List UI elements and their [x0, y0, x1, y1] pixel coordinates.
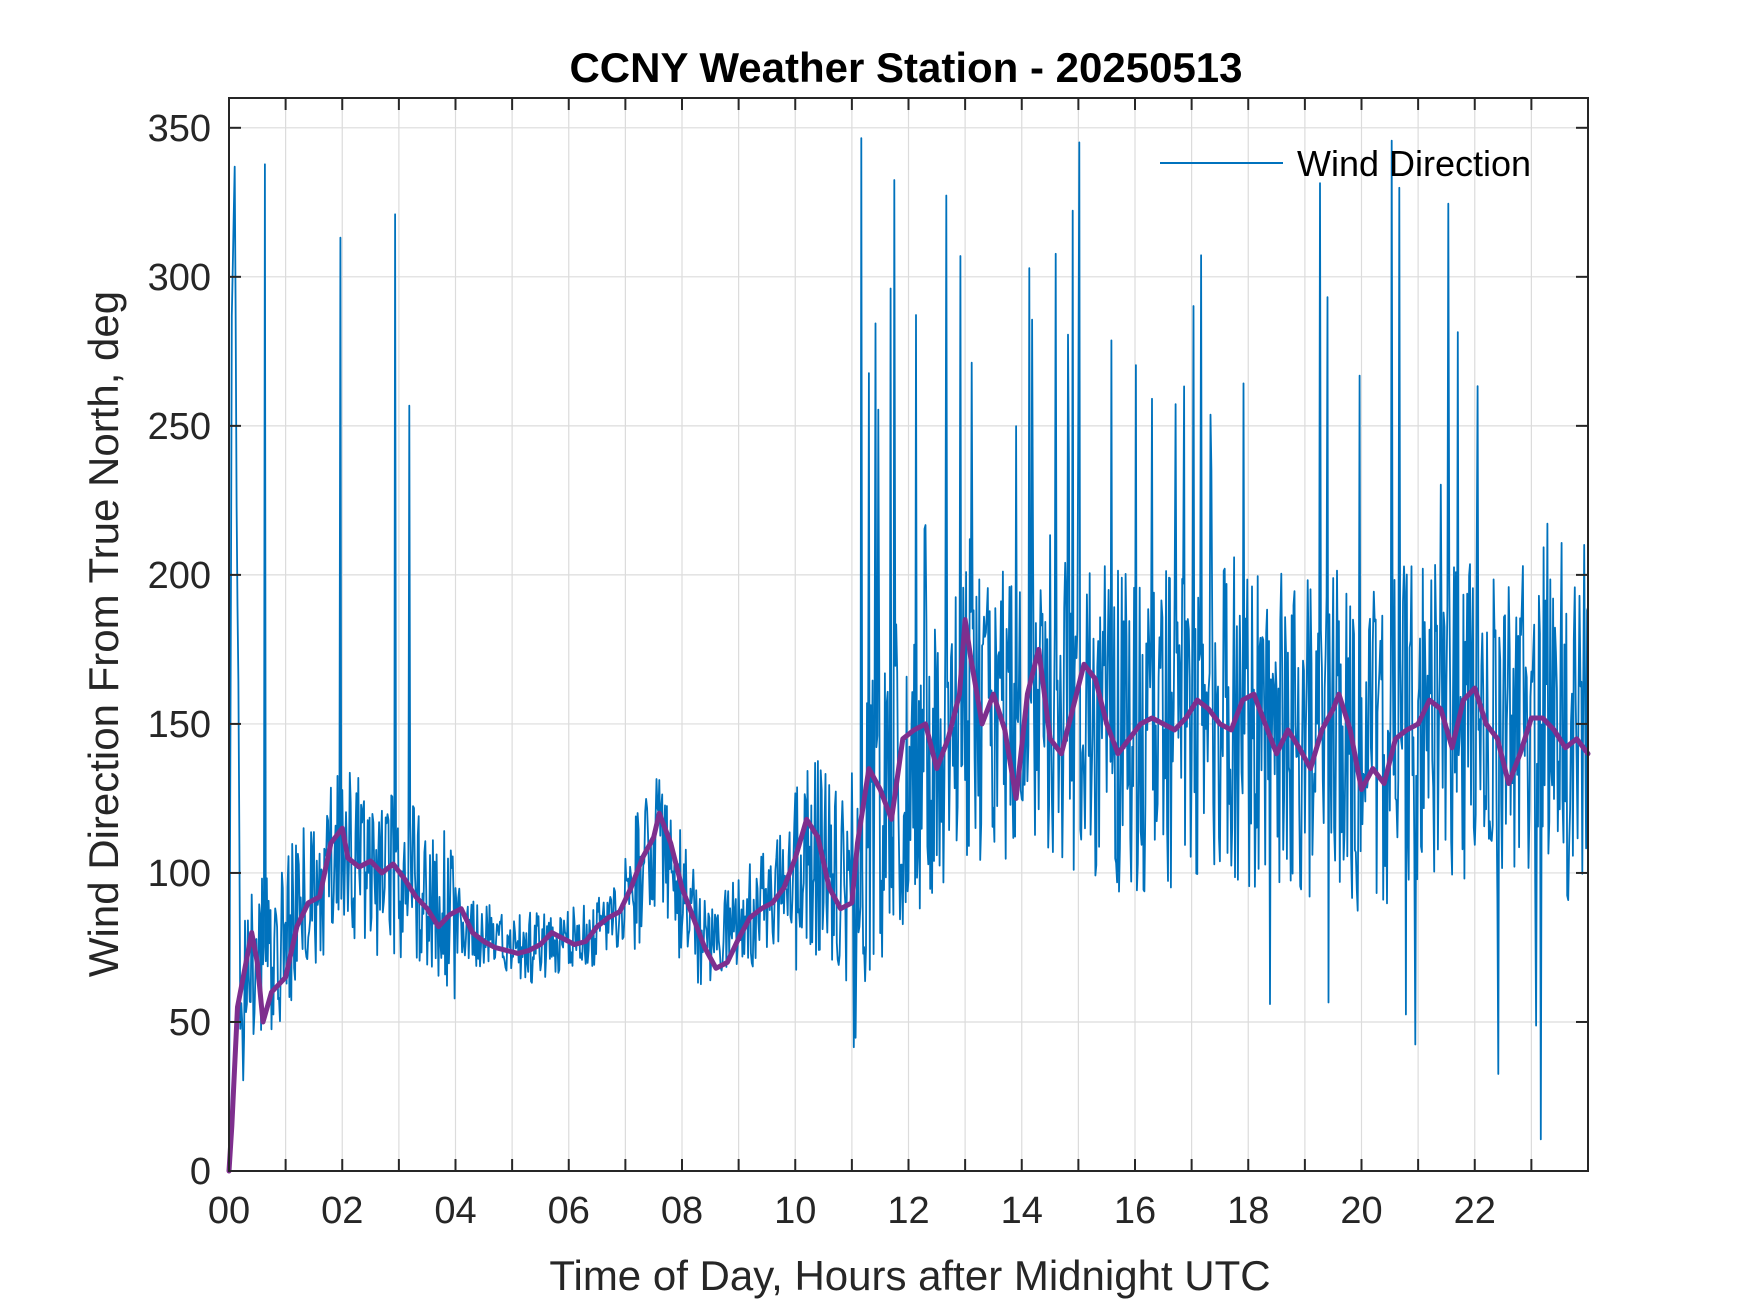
x-tick-label: 16 — [1114, 1190, 1156, 1232]
series-smoothed-wind-direction-line — [226, 617, 1591, 1174]
x-tick-label: 20 — [1340, 1190, 1382, 1232]
x-tick-label: 14 — [1001, 1190, 1043, 1232]
y-tick-label: 0 — [190, 1151, 211, 1193]
x-tick-label: 08 — [661, 1190, 703, 1232]
y-tick-label: 50 — [169, 1002, 211, 1044]
plot-series — [226, 137, 1591, 1174]
x-tick-label: 12 — [887, 1190, 929, 1232]
y-tick-label: 150 — [148, 704, 211, 746]
y-tick-label: 100 — [148, 853, 211, 895]
x-tick-label: 06 — [548, 1190, 590, 1232]
axis-ticks: 00 02 04 06 08 10 12 14 16 18 20 22 0 50 100 150 200 250 3… — [148, 98, 1589, 1232]
chart-title: CCNY Weather Station - 20250513 — [569, 44, 1242, 91]
y-tick-label: 250 — [148, 406, 211, 448]
x-tick-label: 18 — [1227, 1190, 1269, 1232]
legend: Wind Direction — [1160, 143, 1531, 184]
y-tick-label: 350 — [148, 108, 211, 150]
y-axis-label: Wind Direction From True North, deg — [80, 291, 127, 977]
y-tick-label: 300 — [148, 257, 211, 299]
x-axis-label: Time of Day, Hours after Midnight UTC — [549, 1252, 1270, 1299]
series-wind-direction-line — [228, 137, 1589, 1172]
x-tick-label: 22 — [1454, 1190, 1496, 1232]
grid-lines — [229, 98, 1588, 1172]
x-tick-label: 04 — [434, 1190, 476, 1232]
x-tick-label: 00 — [208, 1190, 250, 1232]
legend-entry-wind-direction: Wind Direction — [1297, 143, 1531, 184]
x-tick-label: 10 — [774, 1190, 816, 1232]
x-tick-label: 02 — [321, 1190, 363, 1232]
y-tick-label: 200 — [148, 555, 211, 597]
